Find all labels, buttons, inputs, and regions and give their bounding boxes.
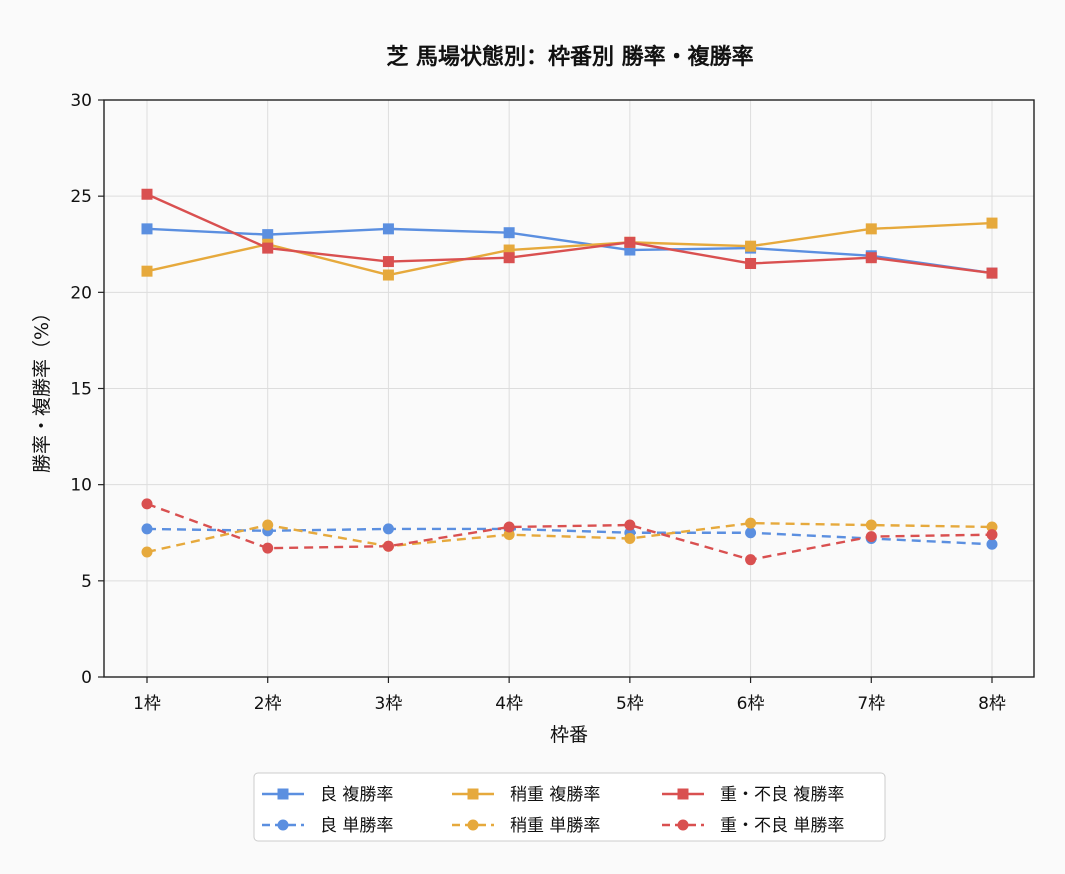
data-point <box>745 257 757 269</box>
data-point <box>986 267 998 279</box>
x-tick-label: 7枠 <box>857 694 885 714</box>
y-tick-label: 20 <box>70 283 92 303</box>
data-point <box>865 223 877 235</box>
legend-label: 良 単勝率 <box>320 816 393 836</box>
y-tick-label: 30 <box>70 91 92 111</box>
legend-item: 重・不良 単勝率 <box>662 816 844 836</box>
data-point <box>986 521 998 533</box>
y-tick-label: 25 <box>70 187 92 207</box>
legend-label: 稍重 単勝率 <box>510 816 600 836</box>
x-tick-label: 3枠 <box>375 694 403 714</box>
data-point <box>141 265 153 277</box>
legend-item: 重・不良 複勝率 <box>662 785 844 805</box>
series-line <box>146 193 993 275</box>
data-point <box>503 521 515 533</box>
data-point <box>382 256 394 268</box>
data-point <box>745 517 757 529</box>
data-point <box>865 519 877 531</box>
data-point <box>745 527 757 539</box>
grid <box>104 99 1034 678</box>
data-point <box>503 227 515 239</box>
y-tick-label: 5 <box>81 572 92 592</box>
y-axis-label: 勝率・複勝率（%） <box>31 303 53 473</box>
data-point <box>865 252 877 264</box>
legend-label: 重・不良 複勝率 <box>720 785 844 805</box>
legend-item: 稍重 複勝率 <box>452 785 600 805</box>
data-point <box>262 519 274 531</box>
data-point <box>262 229 274 241</box>
legend-marker <box>467 819 479 831</box>
x-tick-label: 4枠 <box>495 694 523 714</box>
legend-marker <box>277 788 289 800</box>
legend-marker <box>467 788 479 800</box>
series-line <box>146 227 993 275</box>
data-point <box>503 244 515 256</box>
legend-item: 良 単勝率 <box>262 816 393 836</box>
data-point <box>141 546 153 558</box>
x-tick-label: 8枠 <box>978 694 1006 714</box>
data-point <box>986 217 998 229</box>
chart-title: 芝 馬場状態別：枠番別 勝率・複勝率 <box>386 44 753 70</box>
data-point <box>262 242 274 254</box>
legend-marker <box>677 788 689 800</box>
data-point <box>745 554 757 566</box>
x-axis: 1枠 2枠 3枠 4枠 5枠 6枠 7枠 8枠 <box>133 677 1006 714</box>
legend-marker <box>677 819 689 831</box>
data-point <box>382 540 394 552</box>
data-point <box>141 523 153 535</box>
legend-item: 稍重 単勝率 <box>452 816 600 836</box>
y-tick-label: 10 <box>70 476 92 496</box>
y-axis: 0 5 10 15 20 25 30 <box>70 91 104 688</box>
series-5 <box>141 498 998 566</box>
data-point <box>624 244 636 256</box>
series-line <box>146 527 993 546</box>
y-tick-label: 15 <box>70 380 92 400</box>
data-point <box>986 538 998 550</box>
data-point <box>262 542 274 554</box>
data-point <box>986 529 998 541</box>
y-tick-label: 0 <box>81 668 92 688</box>
x-axis-label: 枠番 <box>550 724 588 746</box>
x-tick-label: 2枠 <box>254 694 282 714</box>
data-point <box>141 498 153 510</box>
data-point <box>624 236 636 248</box>
data-point <box>503 529 515 541</box>
x-tick-label: 5枠 <box>616 694 644 714</box>
legend-label: 重・不良 単勝率 <box>720 816 844 836</box>
series-line <box>146 502 993 561</box>
data-point <box>745 240 757 252</box>
legend-label: 稍重 複勝率 <box>510 785 600 805</box>
legend-item: 良 複勝率 <box>262 785 393 805</box>
data-point <box>382 269 394 281</box>
data-point <box>141 223 153 235</box>
legend-label: 良 複勝率 <box>320 785 393 805</box>
series-line <box>146 521 993 554</box>
legend-marker <box>277 819 289 831</box>
legend-box <box>253 772 886 842</box>
data-point <box>141 188 153 200</box>
series-4 <box>141 188 998 279</box>
data-point <box>503 252 515 264</box>
data-point <box>624 519 636 531</box>
x-tick-label: 1枠 <box>133 694 161 714</box>
data-point <box>382 523 394 535</box>
series-layer <box>141 188 998 566</box>
data-point <box>865 531 877 543</box>
x-tick-label: 6枠 <box>737 694 765 714</box>
data-point <box>624 533 636 545</box>
data-point <box>382 223 394 235</box>
